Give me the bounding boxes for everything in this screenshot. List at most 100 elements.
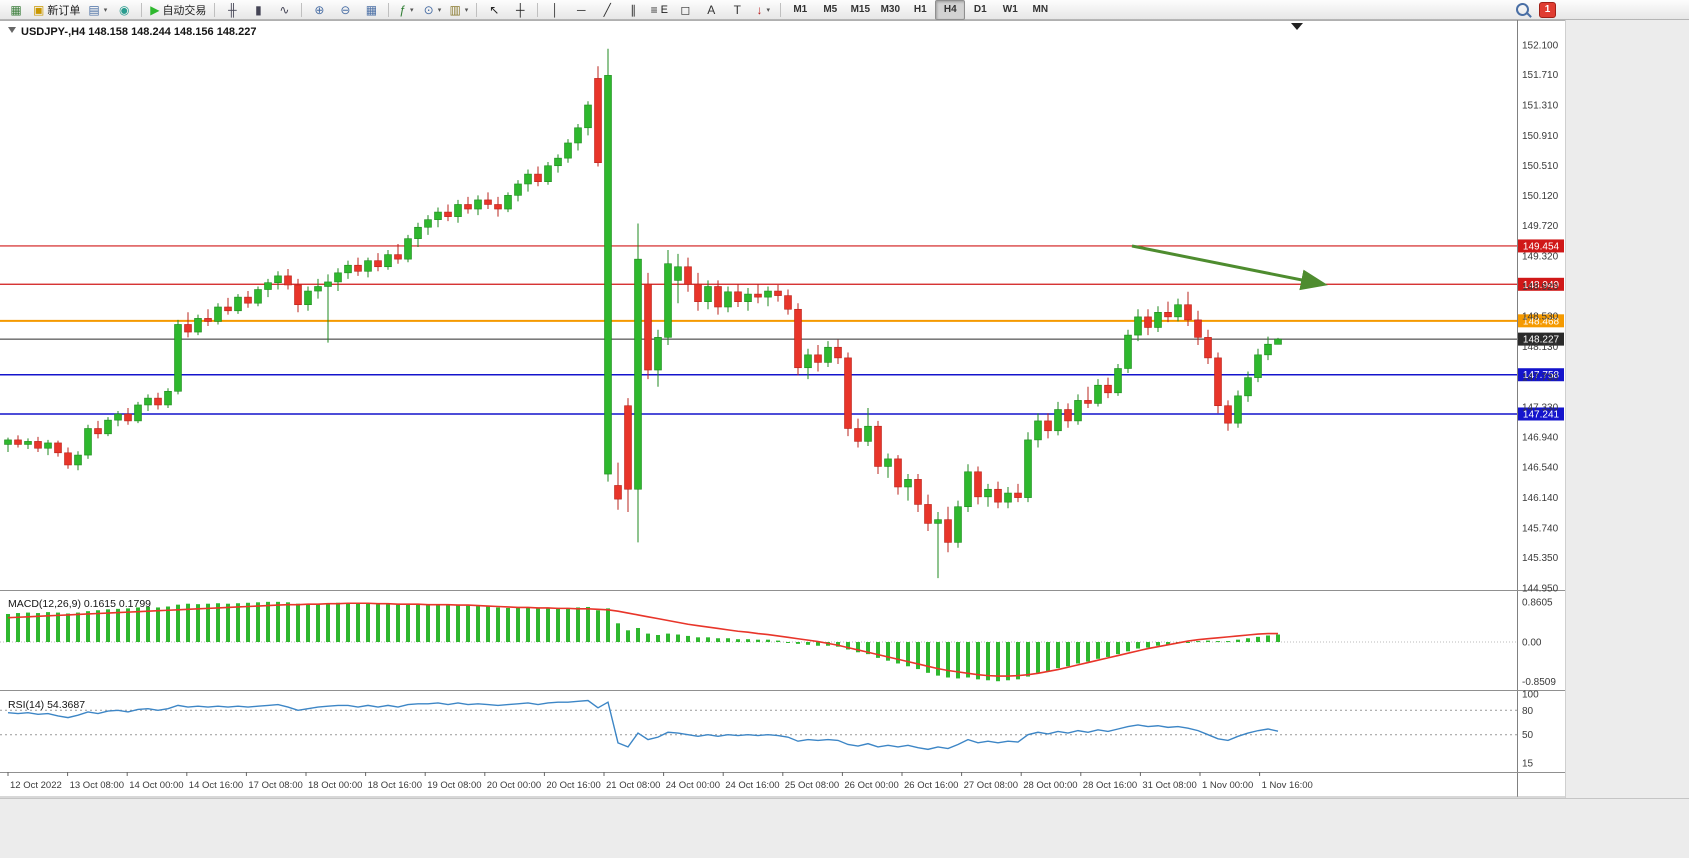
- macd-histogram-bar: [216, 603, 220, 642]
- candle-bullish: [384, 254, 392, 268]
- shapes-button[interactable]: ◻: [672, 0, 698, 20]
- trend-arrow-annotation[interactable]: [1131, 244, 1328, 291]
- macd-histogram-bar: [506, 607, 510, 642]
- candle-bullish: [904, 479, 912, 488]
- candle-bullish: [84, 428, 92, 456]
- macd-histogram-bar: [566, 607, 570, 642]
- macd-histogram-bar: [766, 639, 770, 642]
- candle-bullish: [274, 275, 282, 283]
- chart-canvas[interactable]: 149.454 148.949 148.468 148.227 147.758 147.2…: [0, 20, 1565, 798]
- tile-windows-button[interactable]: ▦: [358, 0, 384, 20]
- channel-button[interactable]: ∥: [620, 0, 646, 20]
- candle-bearish: [1204, 337, 1212, 359]
- trendline-icon: ╱: [603, 2, 611, 17]
- arrows-button[interactable]: ↓ ▾: [750, 0, 776, 20]
- price-tick-label: 147.730: [1522, 372, 1559, 383]
- channel-icon: ∥: [630, 2, 637, 17]
- candle-bullish: [1034, 420, 1042, 441]
- candle-bearish: [614, 485, 622, 500]
- time-tick-label: 26 Oct 00:00: [844, 780, 898, 791]
- candle-bullish: [174, 324, 182, 392]
- market-watch-button[interactable]: ◉: [111, 0, 137, 20]
- macd-histogram-bar: [666, 633, 670, 642]
- macd-histogram-bar: [816, 642, 820, 646]
- periods-button[interactable]: ⊙ ▾: [419, 0, 445, 20]
- timeframe-h1[interactable]: H1: [913, 4, 927, 15]
- time-tick-label: 18 Oct 16:00: [368, 780, 422, 791]
- timeframe-mn[interactable]: MN: [1032, 4, 1049, 15]
- chart-bars-button[interactable]: ╫: [219, 0, 245, 20]
- macd-histogram-bar: [1076, 642, 1080, 664]
- candle-bullish: [1024, 439, 1032, 498]
- horizontal-line-button[interactable]: ─: [568, 0, 594, 20]
- templates-button[interactable]: ▥ ▾: [445, 0, 472, 20]
- chart-candlesticks-button[interactable]: ▮: [245, 0, 271, 20]
- macd-histogram-bar: [1206, 640, 1210, 642]
- fibonacci-button[interactable]: ≡ E: [646, 0, 672, 20]
- candle-bearish: [14, 439, 22, 445]
- timeframe-m5[interactable]: M5: [823, 4, 838, 15]
- symbol-dropdown-icon[interactable]: [8, 27, 16, 33]
- toolbar-right: 1: [1516, 1, 1556, 18]
- vertical-line-button[interactable]: │: [542, 0, 568, 20]
- price-tick-label: 144.950: [1522, 583, 1559, 594]
- text-label-button[interactable]: T: [724, 0, 750, 20]
- macd-histogram-bar: [16, 613, 20, 642]
- candle-bullish: [1134, 316, 1142, 336]
- candle-bullish: [764, 290, 772, 298]
- search-icon[interactable]: [1516, 3, 1529, 16]
- macd-histogram-bar: [1086, 642, 1090, 662]
- time-tick-label: 19 Oct 08:00: [427, 780, 481, 791]
- candle-bullish: [674, 266, 682, 281]
- toolbar-separator: [476, 2, 478, 17]
- candle-bullish: [1274, 338, 1282, 345]
- toolbar-separator: [537, 2, 539, 17]
- price-tick-label: 149.720: [1522, 221, 1559, 232]
- candle-bearish: [594, 78, 602, 164]
- time-tick-label: 13 Oct 08:00: [70, 780, 124, 791]
- time-tick-label: 20 Oct 16:00: [546, 780, 600, 791]
- horizontal-line-icon: ─: [577, 2, 586, 17]
- macd-histogram-bar: [26, 612, 30, 642]
- candle-bullish: [744, 293, 752, 302]
- chart-line-button[interactable]: ∿: [271, 0, 297, 20]
- new-order-button[interactable]: ▣ 新订单: [29, 0, 84, 20]
- candle-bullish: [654, 337, 662, 371]
- macd-histogram-bar: [426, 604, 430, 642]
- price-tag-label: 147.758: [1523, 370, 1560, 381]
- templates-icon: ▥: [449, 2, 461, 17]
- notification-badge[interactable]: 1: [1539, 1, 1556, 18]
- rsi-axis-label: 100: [1522, 690, 1539, 701]
- trendline-button[interactable]: ╱: [594, 0, 620, 20]
- timeframe-m1[interactable]: M1: [793, 4, 808, 15]
- indicators-button[interactable]: ƒ ▾: [393, 0, 419, 20]
- zoom-out-button[interactable]: ⊖: [332, 0, 358, 20]
- candle-bearish: [54, 442, 62, 454]
- cursor-button[interactable]: ↖: [481, 0, 507, 20]
- macd-histogram-bar: [996, 642, 1000, 682]
- timeframe-m30[interactable]: M30: [880, 4, 901, 15]
- timeframe-h4[interactable]: H4: [935, 0, 966, 20]
- chart-shift-marker[interactable]: [1291, 23, 1303, 30]
- crosshair-button[interactable]: ┼: [507, 0, 533, 20]
- timeframe-w1[interactable]: W1: [1002, 4, 1018, 15]
- text-button[interactable]: A: [698, 0, 724, 20]
- candle-bullish: [1074, 400, 1082, 422]
- time-tick-label: 14 Oct 00:00: [129, 780, 183, 791]
- new-chart-button[interactable]: ▦: [3, 0, 29, 20]
- candle-bullish: [564, 142, 572, 159]
- timeframe-m15[interactable]: M15: [850, 4, 871, 15]
- macd-histogram-bar: [886, 642, 890, 661]
- candle-bullish: [334, 272, 342, 283]
- chart-profiles-button[interactable]: ▤ ▾: [84, 0, 111, 20]
- timeframe-d1[interactable]: D1: [973, 4, 987, 15]
- candle-bearish: [1164, 312, 1172, 318]
- macd-histogram-bar: [1136, 642, 1140, 649]
- auto-trading-button[interactable]: ▶ 自动交易: [146, 0, 210, 20]
- macd-histogram-bar: [586, 606, 590, 642]
- macd-histogram-bar: [866, 642, 870, 655]
- candle-bearish: [294, 284, 302, 306]
- macd-histogram-bar: [606, 608, 610, 642]
- zoom-in-button[interactable]: ⊕: [306, 0, 332, 20]
- candle-bullish: [514, 183, 522, 196]
